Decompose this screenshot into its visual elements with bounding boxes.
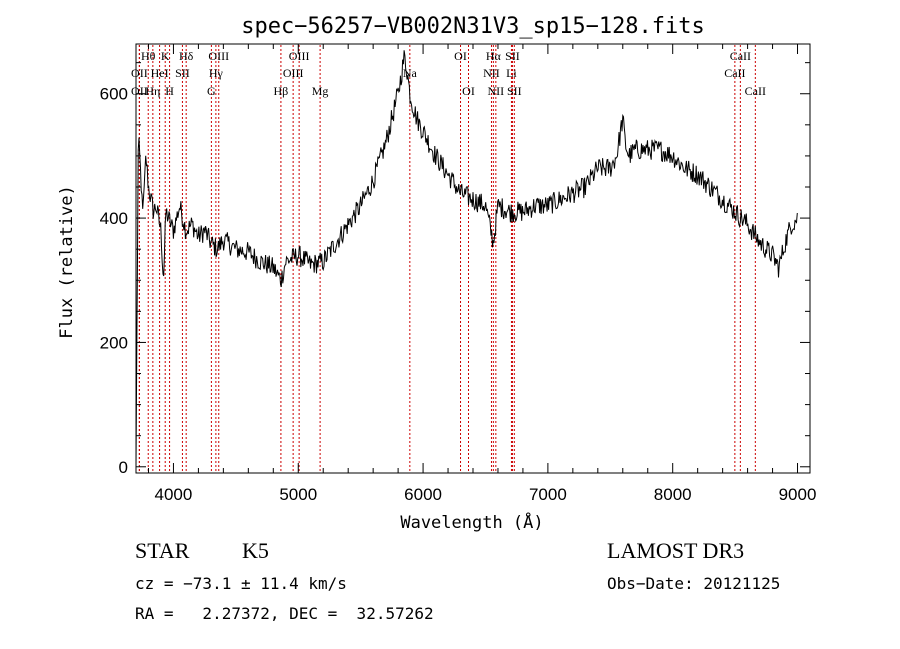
y-tick-label: 400 xyxy=(100,209,128,228)
line-label: Hη xyxy=(145,84,160,98)
object-class: STAR xyxy=(135,538,190,563)
line-label: OI xyxy=(454,49,467,63)
plot-frame xyxy=(135,43,811,474)
line-label: NII xyxy=(483,66,500,80)
line-label: OII xyxy=(131,66,148,80)
axis-ticks: 4000 5000 6000 7000 8000 9000 0 200 400 600 xyxy=(100,44,817,504)
line-label: G xyxy=(207,84,216,98)
line-label: Hα xyxy=(486,49,502,63)
x-tick-label: 9000 xyxy=(779,485,817,504)
y-axis-label: Flux (relative) xyxy=(57,185,77,339)
line-markers xyxy=(138,45,756,472)
x-tick-label: 6000 xyxy=(404,485,442,504)
x-tick-label: 7000 xyxy=(529,485,567,504)
object-subclass: K5 xyxy=(242,538,269,563)
line-label: Li xyxy=(506,66,517,80)
velocity-readout: cz = −73.1 ± 11.4 km/s xyxy=(135,574,347,593)
line-label: CaII xyxy=(745,84,766,98)
y-tick-label: 0 xyxy=(119,458,128,477)
spectrum-line xyxy=(135,50,798,467)
coordinates: RA = 2.27372, DEC = 32.57262 xyxy=(135,604,434,623)
spectrum-series xyxy=(135,50,798,467)
x-axis-label: Wavelength (Å) xyxy=(400,511,543,533)
x-tick-label: 4000 xyxy=(155,485,193,504)
line-label: OI xyxy=(462,84,475,98)
line-label: OIII xyxy=(283,66,304,80)
x-tick-label: 8000 xyxy=(654,485,692,504)
chart-title: spec−56257−VB002N31V3_sp15−128.fits xyxy=(241,14,705,39)
line-label: H xyxy=(165,84,174,98)
line-label: OII xyxy=(131,84,148,98)
line-label: NII xyxy=(488,84,505,98)
line-label: Hβ xyxy=(274,84,289,98)
line-label: SII xyxy=(507,84,522,98)
y-tick-label: 200 xyxy=(100,333,128,352)
obs-date: Obs−Date: 20121125 xyxy=(607,574,781,593)
line-label: OIII xyxy=(289,49,310,63)
line-label: Hθ xyxy=(141,49,156,63)
line-label: K xyxy=(161,49,170,63)
line-label: Hδ xyxy=(179,49,194,63)
line-label: Na xyxy=(403,66,418,80)
survey-name: LAMOST DR3 xyxy=(607,538,745,563)
line-labels: OIIHθOIIHηHeIKHSIIHδGHγOIIIHβOIIIOIIIMgN… xyxy=(131,49,766,98)
line-label: SII xyxy=(505,49,520,63)
line-label: Mg xyxy=(312,84,329,98)
line-label: HeI xyxy=(151,66,169,80)
line-label: SII xyxy=(175,66,190,80)
line-label: Hγ xyxy=(209,66,224,80)
y-tick-label: 600 xyxy=(100,85,128,104)
line-label: OIII xyxy=(208,49,229,63)
line-label: CaII xyxy=(730,49,751,63)
x-tick-label: 5000 xyxy=(279,485,317,504)
line-label: CaII xyxy=(724,66,745,80)
